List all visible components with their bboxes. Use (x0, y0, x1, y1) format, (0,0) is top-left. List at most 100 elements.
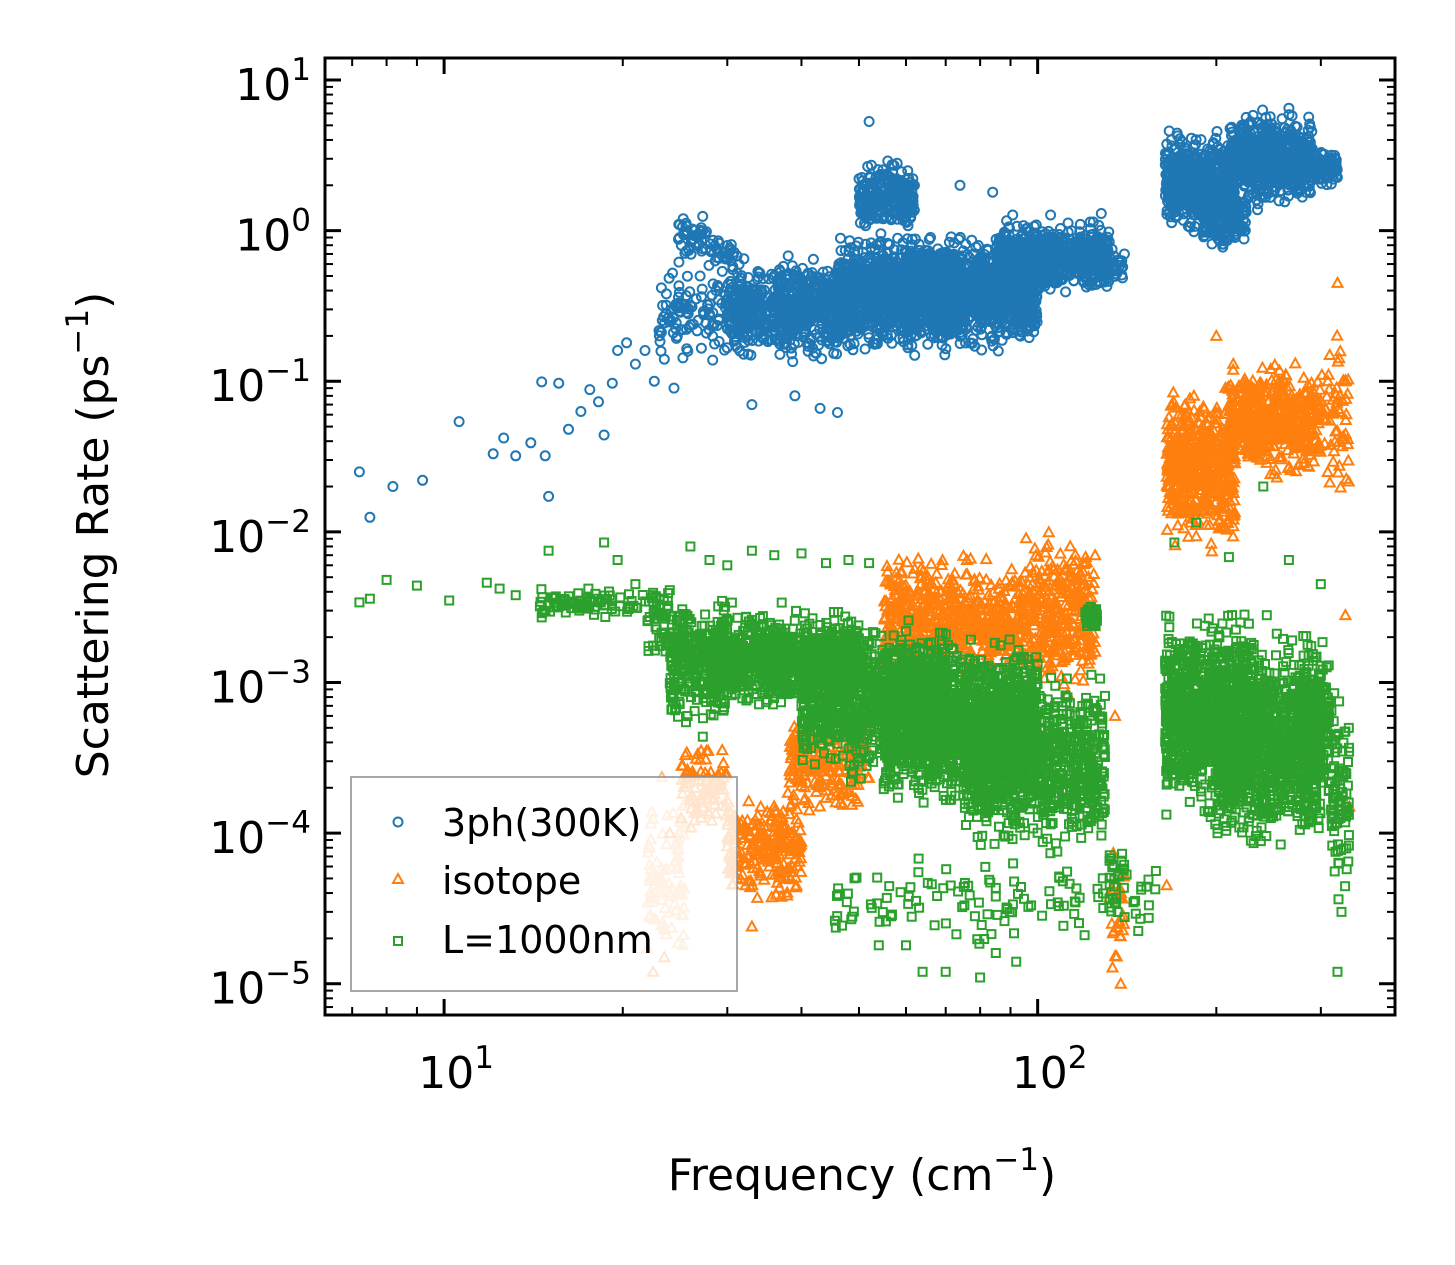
marker-3ph (697, 210, 709, 222)
marker-3ph (710, 285, 722, 296)
marker-3ph (722, 311, 734, 323)
marker-3ph (792, 279, 804, 291)
marker-3ph (785, 342, 797, 354)
marker-3ph (707, 354, 719, 366)
marker-3ph (869, 176, 881, 188)
marker-3ph (855, 207, 867, 219)
marker-3ph (709, 338, 721, 350)
marker-3ph (760, 306, 772, 318)
marker-3ph (671, 330, 683, 342)
marker-3ph (729, 334, 741, 346)
marker-3ph (801, 303, 813, 315)
marker-3ph (705, 244, 717, 256)
marker-3ph (700, 327, 712, 339)
marker-3ph (861, 201, 872, 213)
marker-3ph (695, 342, 707, 354)
marker-3ph (862, 161, 874, 172)
marker-3ph (786, 348, 798, 360)
marker-3ph (882, 201, 894, 213)
marker-3ph (716, 265, 728, 277)
marker-3ph (811, 283, 823, 295)
marker-3ph (724, 275, 736, 287)
marker-3ph (657, 300, 669, 311)
marker-3ph (660, 288, 672, 300)
marker-3ph (742, 348, 754, 360)
marker-3ph (681, 343, 693, 355)
marker-3ph (670, 317, 682, 329)
marker-3ph (659, 317, 671, 329)
marker-3ph (814, 308, 826, 320)
marker-3ph (783, 301, 795, 313)
marker-3ph (905, 179, 917, 191)
marker-3ph (775, 315, 787, 326)
marker-3ph (753, 306, 764, 317)
marker-3ph (673, 256, 685, 268)
marker-3ph (742, 272, 754, 283)
marker-3ph (653, 325, 665, 337)
marker-3ph (696, 291, 707, 303)
marker-3ph (787, 356, 799, 368)
marker-3ph (688, 233, 700, 245)
marker-3ph (907, 200, 919, 212)
marker-3ph (732, 297, 744, 309)
marker-3ph (886, 159, 898, 171)
marker-3ph (673, 218, 685, 230)
marker-3ph (754, 326, 766, 338)
marker-3ph (896, 199, 907, 211)
marker-3ph (772, 282, 784, 294)
marker-3ph (906, 206, 918, 218)
marker-3ph (713, 237, 725, 249)
marker-3ph (678, 227, 690, 239)
marker-3ph (882, 176, 894, 188)
marker-3ph (807, 342, 819, 354)
marker-3ph (731, 267, 743, 279)
marker-3ph (902, 220, 914, 232)
marker-3ph (864, 214, 876, 226)
marker-3ph (736, 278, 748, 290)
marker-3ph (882, 196, 894, 208)
marker-3ph (713, 252, 725, 264)
marker-3ph (807, 253, 819, 265)
marker-3ph (698, 308, 710, 319)
marker-3ph (685, 319, 697, 331)
marker-3ph (780, 271, 792, 282)
marker-3ph (783, 295, 795, 307)
marker-3ph (703, 259, 715, 271)
marker-3ph (750, 291, 761, 303)
marker-3ph (699, 228, 711, 240)
marker-3ph (814, 330, 826, 342)
marker-3ph (725, 326, 737, 338)
marker-3ph (741, 315, 753, 327)
marker-3ph (768, 312, 780, 324)
marker-3ph (683, 243, 694, 255)
marker-3ph (775, 311, 787, 323)
marker-3ph (856, 186, 868, 198)
marker-3ph (738, 348, 750, 360)
marker-3ph (673, 291, 684, 303)
marker-3ph (831, 348, 843, 360)
marker-3ph (704, 298, 716, 310)
marker-3ph (759, 300, 770, 312)
marker-3ph (786, 260, 798, 272)
marker-3ph (673, 286, 685, 298)
marker-3ph (734, 322, 746, 334)
marker-3ph (870, 171, 882, 183)
marker-3ph (820, 274, 832, 286)
marker-3ph (939, 349, 951, 361)
marker-3ph (877, 164, 889, 176)
marker-3ph (792, 336, 804, 348)
marker-3ph (681, 270, 693, 282)
marker-3ph (667, 267, 678, 279)
marker-3ph (752, 271, 764, 283)
marker-3ph (696, 283, 708, 295)
marker-3ph (871, 188, 883, 200)
marker-3ph (719, 344, 730, 356)
plot-data-area (353, 102, 1356, 989)
marker-3ph (903, 172, 915, 184)
marker-3ph (672, 297, 684, 309)
marker-3ph (902, 165, 914, 177)
marker-3ph (943, 236, 955, 248)
marker-3ph (769, 326, 781, 338)
marker-3ph (888, 204, 900, 216)
marker-3ph (707, 318, 719, 330)
